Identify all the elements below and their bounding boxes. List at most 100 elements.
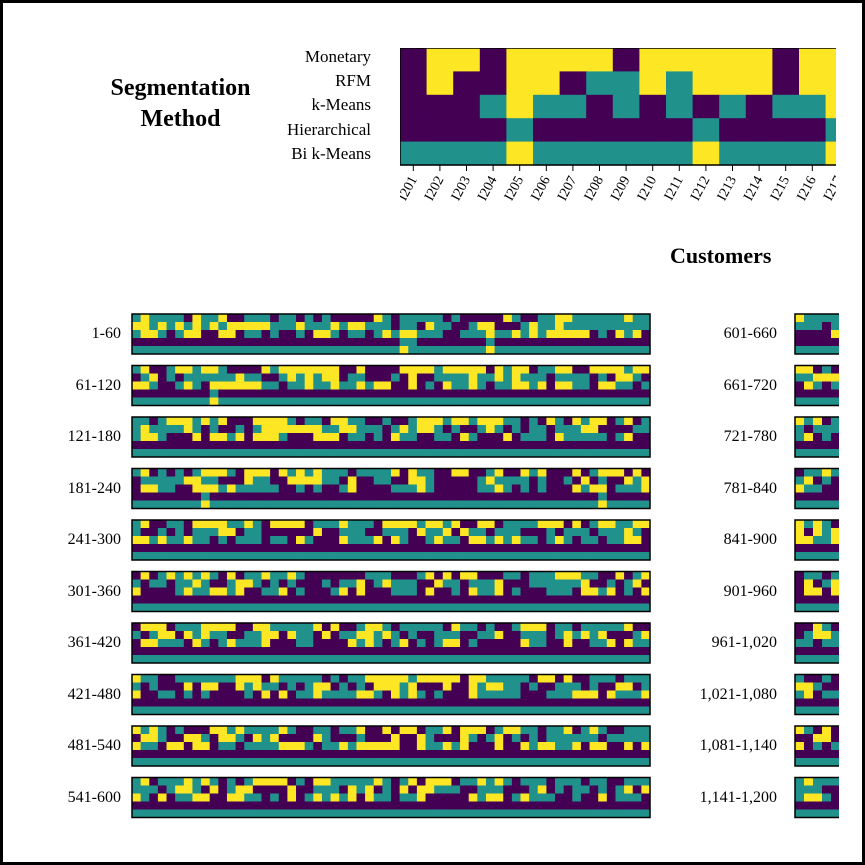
panel-cell (304, 706, 314, 715)
panel-cell (831, 492, 839, 501)
panel-cell (399, 500, 409, 509)
panel-cell (356, 742, 366, 751)
panel-cell (382, 809, 392, 818)
panel-cell (278, 706, 288, 715)
panel-cell (563, 441, 573, 450)
panel-cell (511, 528, 521, 537)
panel-cell (391, 484, 401, 493)
panel-cell (615, 682, 625, 691)
panel-cell (278, 793, 288, 802)
panel-frame (131, 416, 651, 458)
panel-cell (330, 579, 340, 588)
panel-cell (132, 373, 142, 382)
panel-cell (261, 639, 271, 648)
panel-cell (615, 674, 625, 683)
panel-cell (434, 346, 444, 355)
panel-cell (296, 417, 306, 426)
panel-cell (382, 389, 392, 398)
panel-cell (813, 346, 823, 355)
panel-cell (840, 699, 849, 707)
panel-cell (606, 433, 616, 442)
panel-cell (460, 571, 470, 580)
panel-cell (183, 476, 193, 485)
panel-cell (425, 544, 435, 553)
panel-cell (425, 381, 435, 390)
panel-cell (434, 544, 444, 553)
panel-cell (278, 389, 288, 398)
panel-cell (175, 595, 185, 604)
panel-cell (391, 793, 401, 802)
panel-cell (572, 389, 582, 398)
panel-cell (149, 777, 159, 786)
panel-cell (822, 381, 832, 390)
panel-cell (615, 492, 625, 501)
panel-cell (218, 623, 228, 632)
panel-cell (365, 706, 375, 715)
panel-cell (296, 690, 306, 699)
panel-cell (399, 492, 409, 501)
panel-cell (563, 571, 573, 580)
panel-cell (330, 750, 340, 759)
panel-cell (804, 552, 814, 561)
panel-cell (149, 623, 159, 632)
panel-cell (175, 492, 185, 501)
panel-cell (451, 603, 461, 612)
panel-cell (132, 682, 142, 691)
panel-cell (615, 631, 625, 640)
panel-cell (132, 793, 142, 802)
panel-cell (304, 322, 314, 331)
panel-cell (434, 484, 444, 493)
panel-cell (183, 500, 193, 509)
panel-cell (632, 726, 642, 735)
panel-cell (580, 734, 590, 743)
panel-cell (321, 777, 331, 786)
panel-cell (321, 346, 331, 355)
panel-cell (296, 484, 306, 493)
panel-cell (244, 433, 254, 442)
panel-cell (321, 793, 331, 802)
panel-cell (529, 809, 539, 818)
panel-cell (460, 528, 470, 537)
panel-cell (330, 639, 340, 648)
panel-cell (537, 441, 547, 450)
panel-cell (451, 785, 461, 794)
panel-cell (831, 500, 839, 509)
panel-cell (304, 476, 314, 485)
panel-cell (347, 500, 357, 509)
panel-cell (330, 809, 340, 818)
panel-cell (201, 698, 211, 707)
panel-cell (175, 698, 185, 707)
panel-cell (503, 417, 513, 426)
panel-cell (641, 441, 651, 450)
panel-cell (822, 449, 832, 458)
panel-cell (183, 425, 193, 434)
panel-cell (606, 698, 616, 707)
panel-cell (330, 785, 340, 794)
panel-cell (537, 365, 547, 374)
panel-cell (537, 552, 547, 561)
panel-cell (840, 623, 849, 631)
panel-cell (795, 750, 805, 759)
panel-cell (296, 330, 306, 339)
panel-cell (795, 603, 805, 612)
panel-cell (563, 346, 573, 355)
panel-cell (831, 706, 839, 715)
panel-cell (399, 389, 409, 398)
panel-cell (261, 397, 271, 406)
panel-cell (589, 449, 599, 458)
panel-cell (606, 492, 616, 501)
panel-cell (339, 706, 349, 715)
panel-cell (304, 441, 314, 450)
panel-cell (252, 322, 262, 331)
panel-cell (804, 690, 814, 699)
panel-cell (296, 381, 306, 390)
panel-cell (399, 571, 409, 580)
panel-cell (529, 468, 539, 477)
panel-cell (589, 441, 599, 450)
panel-cell (529, 623, 539, 632)
panel-cell (175, 655, 185, 664)
panel-cell (365, 587, 375, 596)
panel-cell (804, 777, 814, 786)
range-label: 661-720 (723, 376, 777, 394)
panel-cell (822, 690, 832, 699)
